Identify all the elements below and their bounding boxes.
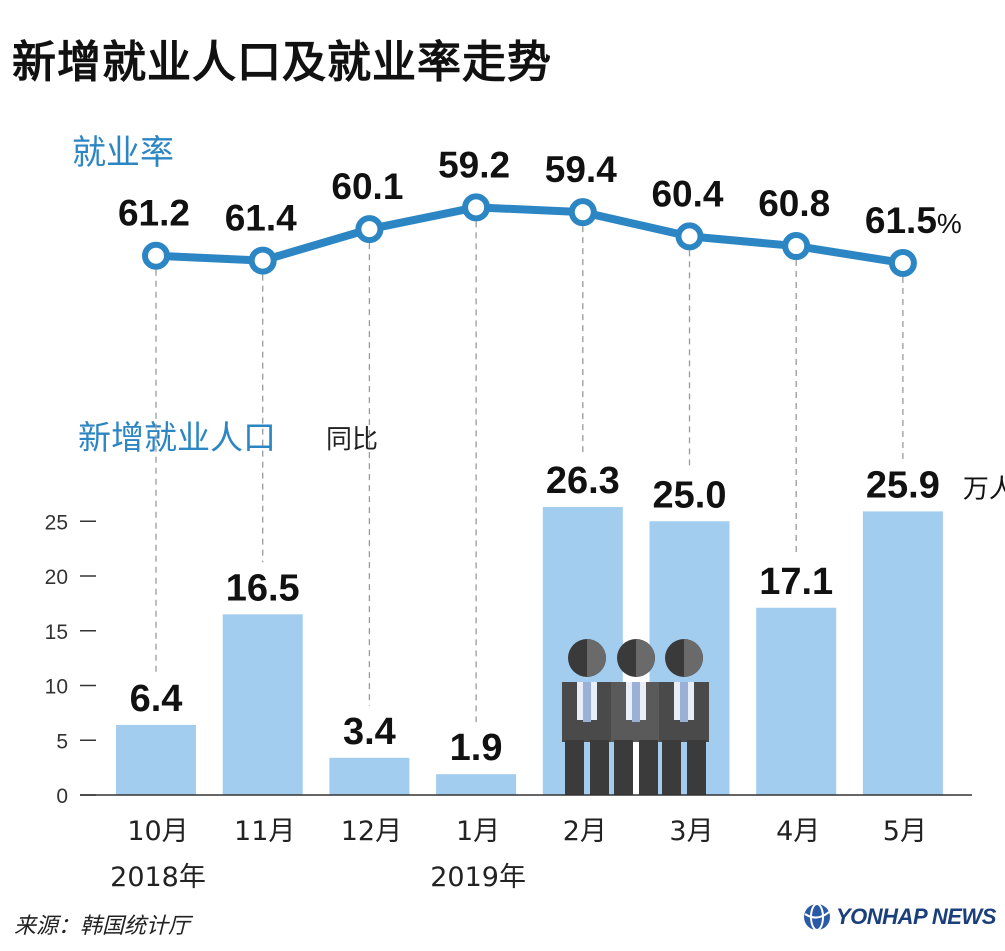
y-tick-label: 0	[56, 785, 68, 808]
rate-value-label: 59.4	[545, 149, 617, 190]
rate-value-label: 61.4	[225, 198, 297, 239]
year-label: 2019年	[430, 862, 526, 893]
y-tick-label: 15	[45, 621, 68, 644]
y-tick-label: 20	[45, 566, 68, 589]
y-tick-label: 25	[45, 511, 68, 534]
rate-value-label: 61.5	[865, 200, 937, 241]
y-tick-label: 10	[45, 676, 68, 699]
y-tick-label: 5	[56, 730, 68, 753]
logo-text: YONHAP NEWS	[836, 904, 996, 929]
bar-value-label: 26.3	[546, 460, 620, 502]
yonhap-logo: YONHAP NEWS	[802, 902, 996, 932]
rate-point	[142, 241, 170, 270]
x-tick-label: 12月	[341, 816, 402, 847]
yoy-note: 同比	[326, 425, 378, 455]
bar-value-label: 6.4	[130, 678, 183, 720]
bar-value-label: 1.9	[450, 727, 503, 769]
rate-point	[782, 232, 811, 261]
bar-value-label: 25.9	[866, 464, 940, 506]
rate-value-label: 60.4	[651, 173, 723, 214]
x-tick-label: 3月	[669, 816, 713, 847]
bar-4月	[756, 607, 837, 795]
year-label: 2018年	[110, 862, 206, 893]
bar-1月	[436, 774, 517, 795]
x-tick-label: 5月	[883, 816, 927, 847]
x-tick-label: 4月	[776, 816, 820, 847]
rate-point	[462, 193, 491, 222]
person-icon	[611, 639, 661, 795]
x-tick-label: 2月	[563, 816, 607, 847]
bar-12月	[329, 757, 410, 795]
percent-unit-label: %	[937, 208, 962, 239]
bar-10月	[116, 724, 196, 795]
x-tick-label: 10月	[127, 816, 188, 847]
rate-value-label: 60.1	[331, 166, 403, 207]
page-title: 新增就业人口及就业率走势	[12, 37, 552, 88]
x-tick-label: 1月	[456, 816, 500, 847]
hires-section-title: 新增就业人口	[78, 418, 276, 457]
unit-label: 万人	[963, 474, 1005, 504]
rate-point	[888, 249, 917, 277]
bar-5月	[862, 511, 943, 795]
yonhap-globe-icon	[804, 903, 830, 931]
bar-value-label: 25.0	[653, 474, 727, 516]
bar-value-label: 16.5	[226, 567, 300, 609]
x-tick-label: 11月	[234, 816, 295, 847]
rate-value-label: 60.8	[758, 183, 830, 224]
rate-point	[568, 198, 597, 227]
person-icon	[659, 639, 709, 795]
rate-value-label: 61.2	[118, 193, 190, 234]
rate-point	[248, 246, 277, 275]
rate-point	[675, 222, 704, 251]
rate-point	[355, 215, 384, 244]
person-icon	[562, 639, 612, 795]
employment-rate-line	[152, 203, 907, 267]
source-note: 来源：韩国统计厅	[14, 914, 191, 939]
bar-value-label: 3.4	[343, 711, 396, 753]
bar-value-label: 17.1	[759, 561, 833, 603]
rate-section-title: 就业率	[72, 133, 174, 173]
rate-value-label: 59.2	[438, 144, 510, 185]
bar-11月	[222, 614, 303, 795]
